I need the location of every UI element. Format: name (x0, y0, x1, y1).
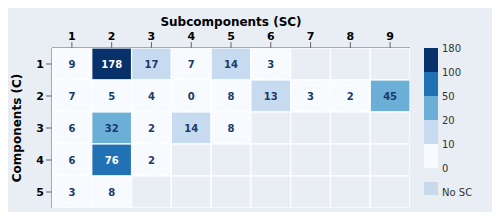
svg-text:14: 14 (184, 123, 198, 134)
svg-text:178: 178 (101, 59, 122, 70)
svg-text:8: 8 (347, 30, 355, 43)
svg-text:Subcomponents (SC): Subcomponents (SC) (160, 15, 301, 29)
svg-text:8: 8 (108, 187, 115, 198)
svg-text:3: 3 (267, 59, 274, 70)
svg-text:3: 3 (68, 187, 75, 198)
svg-text:3: 3 (36, 122, 44, 135)
svg-text:10: 10 (442, 139, 455, 150)
svg-text:6: 6 (68, 123, 75, 134)
svg-text:2: 2 (36, 90, 44, 103)
svg-text:3: 3 (307, 91, 314, 102)
svg-text:0: 0 (442, 163, 448, 174)
svg-text:76: 76 (105, 155, 119, 166)
svg-text:8: 8 (228, 123, 235, 134)
svg-text:20: 20 (442, 115, 455, 126)
svg-text:5: 5 (227, 30, 235, 43)
svg-text:6: 6 (267, 30, 275, 43)
svg-text:9: 9 (386, 30, 394, 43)
svg-text:8: 8 (228, 91, 235, 102)
svg-text:7: 7 (307, 30, 315, 43)
svg-text:No SC: No SC (442, 187, 472, 198)
svg-text:17: 17 (144, 59, 158, 70)
svg-text:32: 32 (105, 123, 119, 134)
svg-text:4: 4 (148, 91, 155, 102)
svg-text:4: 4 (36, 154, 44, 167)
svg-text:45: 45 (383, 91, 397, 102)
svg-text:1: 1 (68, 30, 76, 43)
svg-text:13: 13 (264, 91, 278, 102)
svg-text:180: 180 (442, 43, 461, 54)
svg-text:7: 7 (68, 91, 75, 102)
svg-text:100: 100 (442, 67, 461, 78)
svg-text:6: 6 (68, 155, 75, 166)
svg-text:Components (C): Components (C) (10, 74, 24, 182)
svg-text:5: 5 (108, 91, 115, 102)
svg-text:14: 14 (224, 59, 238, 70)
svg-text:50: 50 (442, 91, 455, 102)
svg-text:2: 2 (108, 30, 116, 43)
svg-text:2: 2 (148, 155, 155, 166)
svg-text:3: 3 (148, 30, 156, 43)
svg-text:1: 1 (36, 58, 44, 71)
svg-text:4: 4 (187, 30, 195, 43)
svg-text:7: 7 (188, 59, 195, 70)
svg-text:5: 5 (36, 186, 44, 199)
svg-text:2: 2 (148, 123, 155, 134)
svg-text:0: 0 (188, 91, 195, 102)
svg-text:9: 9 (68, 59, 75, 70)
svg-text:2: 2 (347, 91, 354, 102)
